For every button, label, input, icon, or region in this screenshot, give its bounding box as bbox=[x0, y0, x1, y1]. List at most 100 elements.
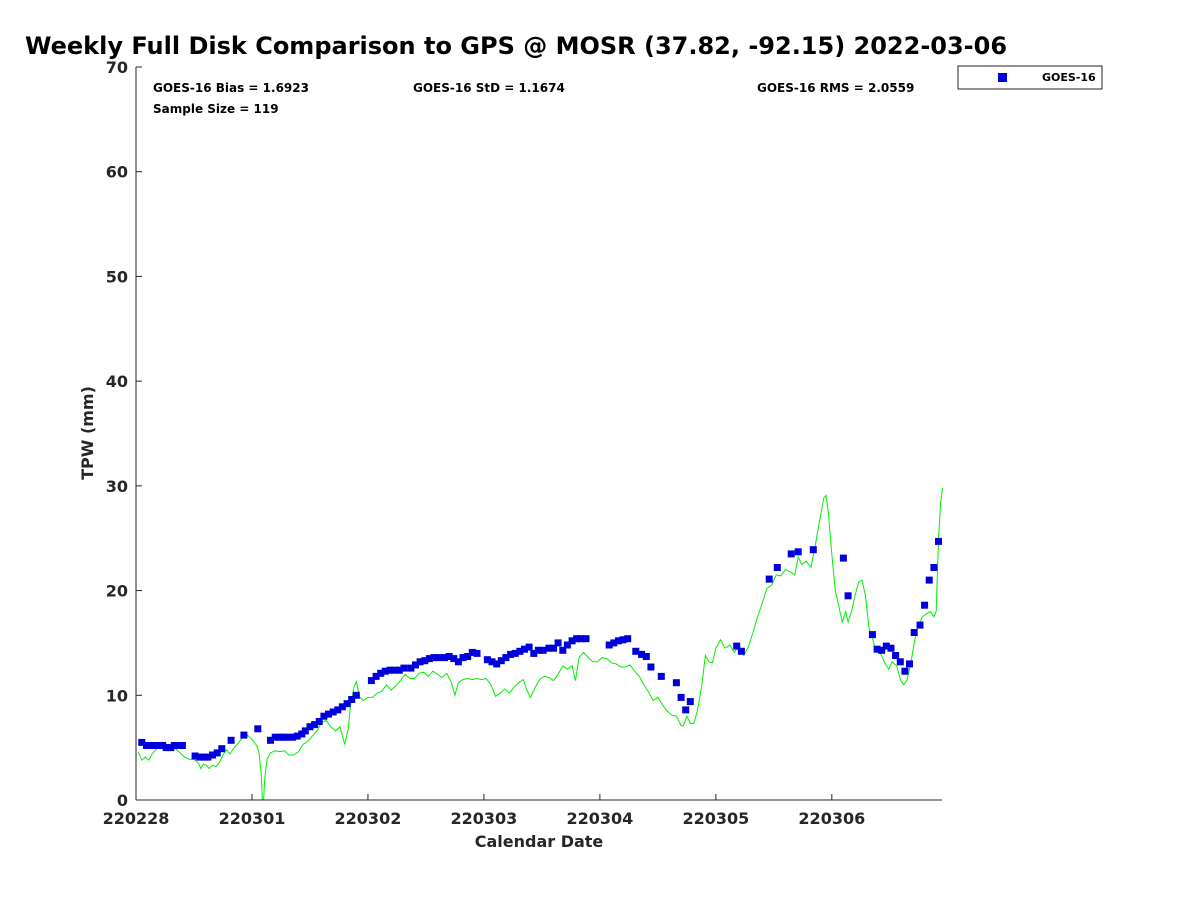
x-tick-label: 220306 bbox=[798, 809, 865, 828]
legend-box bbox=[957, 65, 1103, 90]
goes16-data-point bbox=[386, 666, 394, 674]
goes16-data-point bbox=[377, 669, 385, 677]
goes16-data-point bbox=[227, 736, 235, 744]
goes16-data-point bbox=[868, 631, 876, 639]
sample-size-stat: Sample Size = 119 bbox=[153, 102, 279, 116]
goes16-data-point bbox=[573, 635, 581, 643]
goes16-data-point bbox=[577, 635, 585, 643]
goes16-data-point bbox=[844, 592, 852, 600]
goes16-data-point bbox=[657, 672, 665, 680]
goes16-data-point bbox=[878, 646, 886, 654]
goes16-data-point bbox=[559, 646, 567, 654]
goes16-data-point bbox=[306, 723, 314, 731]
goes16-data-point bbox=[737, 647, 745, 655]
x-tick-label: 220228 bbox=[103, 809, 170, 828]
goes16-data-point bbox=[454, 658, 462, 666]
plot-area bbox=[136, 67, 942, 800]
goes16-data-point bbox=[488, 658, 496, 666]
y-tick-label: 20 bbox=[106, 582, 128, 601]
goes16-data-point bbox=[839, 554, 847, 562]
goes16-data-point bbox=[642, 653, 650, 660]
goes16-data-point bbox=[425, 655, 433, 663]
goes16-data-point bbox=[348, 696, 356, 703]
goes16-data-point bbox=[921, 601, 929, 609]
goes16-data-point bbox=[582, 635, 590, 643]
goes16-data-point bbox=[619, 636, 627, 644]
goes16-data-point bbox=[906, 660, 913, 668]
rms-stat: GOES-16 RMS = 2.0559 bbox=[757, 81, 914, 95]
goes16-data-point bbox=[534, 646, 542, 654]
goes16-data-point bbox=[209, 751, 216, 759]
goes16-data-point bbox=[329, 708, 337, 716]
goes16-data-point bbox=[493, 660, 501, 668]
y-tick-label: 60 bbox=[106, 163, 128, 182]
goes16-data-point bbox=[925, 576, 933, 584]
goes16-data-point bbox=[733, 642, 741, 650]
x-axis-ticks: 220228 220301 220302 220303 220304 220305 2203… bbox=[103, 794, 865, 828]
goes16-data-point bbox=[605, 641, 613, 649]
goes16-data-point bbox=[407, 664, 415, 672]
goes16-data-point bbox=[507, 650, 515, 658]
goes16-data-point bbox=[325, 710, 332, 718]
goes16-data-point bbox=[525, 643, 533, 651]
goes16-data-point bbox=[647, 663, 655, 671]
goes16-data-point bbox=[773, 564, 781, 571]
goes16-data-point bbox=[632, 647, 640, 655]
goes16-data-point bbox=[154, 742, 162, 749]
x-tick-label: 220303 bbox=[451, 809, 518, 828]
goes16-data-point bbox=[279, 733, 287, 741]
goes16-data-point bbox=[516, 647, 524, 655]
goes16-data-point bbox=[218, 745, 226, 753]
goes16-data-point bbox=[468, 648, 476, 656]
y-tick-label: 70 bbox=[106, 58, 128, 77]
goes16-data-point bbox=[464, 653, 472, 660]
goes16-data-point bbox=[497, 657, 505, 665]
goes16-data-point bbox=[873, 645, 881, 653]
x-tick-label: 220301 bbox=[219, 809, 286, 828]
goes16-data-point bbox=[430, 654, 438, 662]
goes16-data-point bbox=[240, 731, 248, 739]
goes16-data-point bbox=[338, 703, 346, 711]
goes16-data-point bbox=[614, 637, 622, 645]
goes16-data-point bbox=[563, 641, 571, 649]
goes16-data-point bbox=[267, 736, 274, 744]
goes16-data-point bbox=[682, 706, 690, 714]
goes16-data-point bbox=[170, 742, 178, 749]
goes16-data-point bbox=[502, 654, 510, 662]
chart-title: Weekly Full Disk Comparison to GPS @ MOS… bbox=[25, 32, 1007, 60]
goes16-data-point bbox=[539, 646, 547, 654]
goes16-data-point bbox=[459, 654, 467, 662]
goes16-data-point bbox=[138, 738, 146, 746]
goes16-data-point bbox=[400, 664, 408, 672]
goes16-data-point bbox=[530, 649, 538, 657]
goes16-data-point bbox=[916, 621, 924, 629]
goes16-data-point bbox=[892, 652, 900, 659]
goes16-data-point bbox=[254, 725, 262, 733]
goes16-data-point bbox=[624, 635, 632, 643]
goes16-data-point bbox=[372, 672, 380, 680]
goes16-data-point bbox=[381, 667, 389, 675]
goes16-data-point bbox=[320, 712, 328, 720]
bias-stat: GOES-16 Bias = 1.6923 bbox=[153, 81, 309, 95]
goes16-data-point bbox=[568, 637, 576, 645]
goes16-data-point bbox=[672, 679, 680, 687]
goes16-data-point bbox=[301, 727, 309, 735]
goes16-data-point bbox=[550, 644, 557, 652]
goes16-data-point bbox=[765, 575, 773, 583]
goes16-data-point bbox=[473, 649, 481, 657]
goes16-data-point bbox=[191, 752, 199, 760]
goes16-data-point bbox=[638, 650, 646, 658]
y-tick-label: 10 bbox=[106, 686, 128, 705]
goes16-data-point bbox=[896, 658, 904, 666]
goes16-data-point bbox=[887, 644, 895, 652]
y-tick-label: 30 bbox=[106, 477, 128, 496]
y-tick-label: 50 bbox=[106, 267, 128, 286]
goes16-data-point bbox=[416, 658, 424, 666]
goes16-data-point bbox=[901, 667, 909, 675]
goes16-data-point bbox=[284, 733, 292, 741]
goes16-data-point bbox=[930, 564, 938, 571]
goes16-data-point bbox=[610, 639, 618, 647]
x-tick-label: 220302 bbox=[335, 809, 402, 828]
goes16-data-point bbox=[196, 753, 204, 761]
goes16-data-point bbox=[441, 654, 448, 662]
